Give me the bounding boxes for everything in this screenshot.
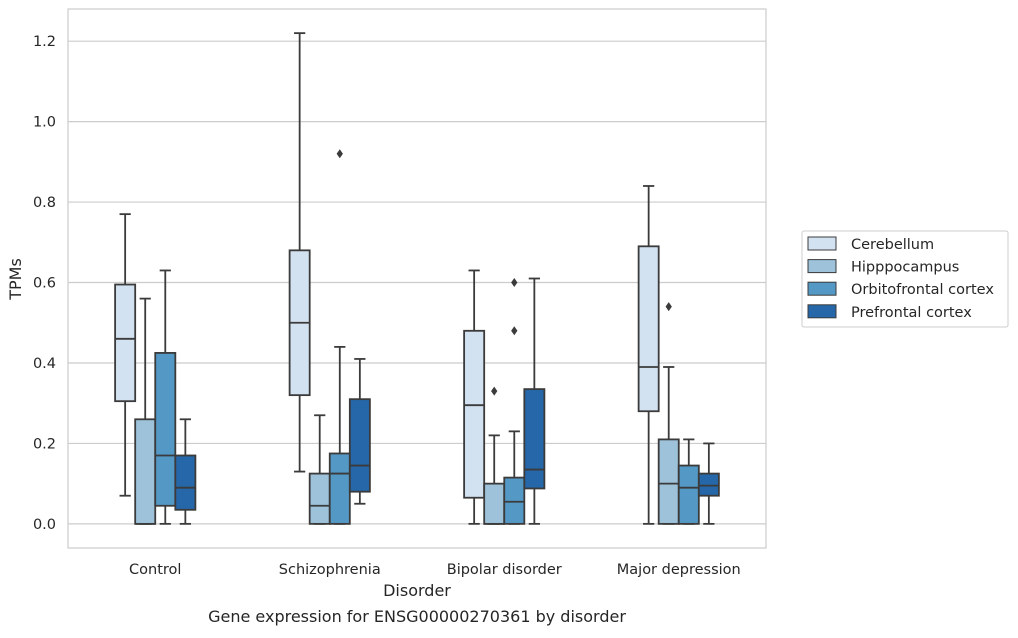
box-iqr — [637, 245, 660, 413]
x-axis-label: Disorder — [383, 581, 451, 600]
x-tick-labels: Control Schizophrenia Bipolar disorder Majo… — [129, 562, 741, 578]
box-iqr — [697, 472, 720, 497]
legend-frame — [801, 230, 1009, 328]
box-prefrontal-cortex — [697, 442, 720, 525]
box-layer — [114, 32, 720, 525]
y-tick-label: 1.0 — [33, 115, 56, 131]
y-tick-label: 0.8 — [33, 195, 56, 211]
legend-swatch — [807, 304, 837, 319]
legend-label: Prefrontal cortex — [851, 305, 972, 321]
box-hipppocampus — [657, 302, 680, 525]
box-orbitofrontal-cortex — [154, 269, 177, 525]
legend: Cerebellum Hipppocampus Orbitofrontal cort… — [801, 230, 1009, 328]
y-tick-labels: 0.0 0.2 0.4 0.6 0.8 1.0 1.2 — [33, 34, 56, 533]
outlier-point — [491, 386, 498, 396]
legend-items: Cerebellum Hipppocampus Orbitofrontal cort… — [807, 236, 994, 321]
x-tick-label: Bipolar disorder — [447, 562, 562, 578]
y-tick-label: 0.6 — [33, 276, 56, 292]
box-cerebellum — [463, 269, 486, 525]
box-iqr — [483, 482, 506, 525]
box-prefrontal-cortex — [348, 358, 371, 505]
box-iqr — [348, 398, 371, 493]
x-tick-label: Schizophrenia — [279, 562, 381, 578]
legend-swatch — [807, 236, 837, 251]
box-hipppocampus — [134, 297, 157, 525]
box-iqr — [503, 476, 526, 525]
x-tick-label: Control — [129, 562, 181, 578]
box-iqr — [114, 283, 137, 403]
legend-swatch — [807, 281, 837, 296]
box-iqr — [308, 472, 331, 525]
box-iqr — [174, 454, 197, 511]
y-tick-label: 1.2 — [33, 34, 56, 50]
box-cerebellum — [114, 213, 137, 497]
legend-label: Orbitofrontal cortex — [851, 282, 994, 298]
outlier-point — [336, 149, 343, 159]
box-orbitofrontal-cortex — [677, 438, 700, 525]
outlier-point — [665, 302, 672, 312]
box-orbitofrontal-cortex — [328, 149, 351, 525]
grid-layer — [68, 40, 766, 525]
box-hipppocampus — [308, 414, 331, 525]
y-tick-label: 0.0 — [33, 517, 56, 533]
box-prefrontal-cortex — [174, 418, 197, 525]
legend-label: Cerebellum — [851, 237, 934, 253]
outlier-point — [511, 278, 518, 288]
box-iqr — [677, 464, 700, 525]
box-iqr — [523, 388, 546, 490]
box-iqr — [134, 418, 157, 525]
box-prefrontal-cortex — [523, 277, 546, 525]
box-iqr — [463, 329, 486, 499]
legend-swatch — [807, 259, 837, 274]
box-iqr — [657, 438, 680, 525]
legend-label: Hipppocampus — [851, 260, 959, 276]
y-axis-label: TPMs — [6, 258, 25, 301]
y-tick-label: 0.4 — [33, 356, 56, 372]
box-iqr — [328, 452, 351, 525]
y-tick-label: 0.2 — [33, 436, 56, 452]
box-cerebellum — [637, 185, 660, 525]
box-cerebellum — [288, 32, 311, 473]
box-iqr — [154, 352, 177, 507]
box-hipppocampus — [483, 386, 506, 525]
x-tick-label: Major depression — [617, 562, 741, 578]
box-orbitofrontal-cortex — [503, 278, 526, 525]
chart-caption: Gene expression for ENSG00000270361 by d… — [208, 607, 626, 626]
outlier-point — [511, 326, 518, 336]
plot-frame — [67, 8, 767, 549]
